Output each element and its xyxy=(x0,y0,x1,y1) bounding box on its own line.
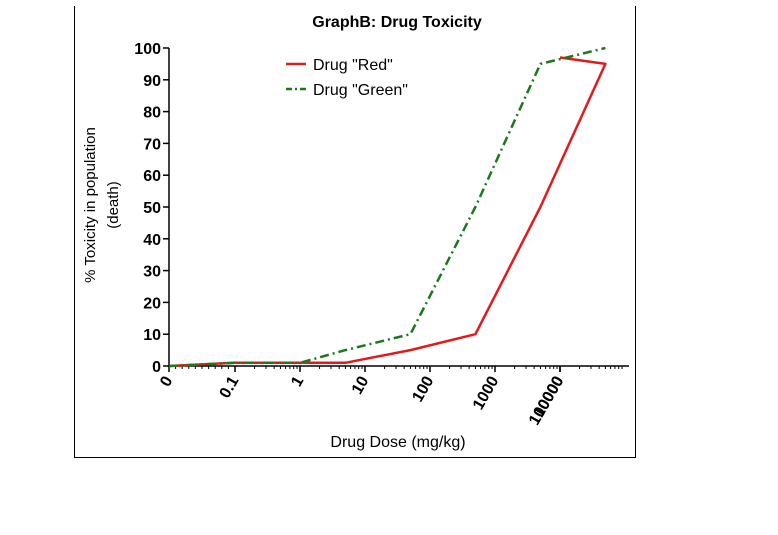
x-tick-label: 0.1 xyxy=(217,373,243,401)
x-tick-label: 1 xyxy=(288,373,307,389)
x-tick-label: 0 xyxy=(157,373,176,389)
y-tick-label: 50 xyxy=(143,200,161,217)
y-axis-label-line2: (death) xyxy=(105,181,122,229)
legend: Drug "Red" Drug "Green" xyxy=(286,57,408,99)
y-tick-label: 60 xyxy=(143,168,161,185)
chart-title: GraphB: Drug Toxicity xyxy=(312,14,482,31)
series-line-green xyxy=(168,46,606,368)
x-axis-label: Drug Dose (mg/kg) xyxy=(330,434,465,451)
x-tick-label: 10 xyxy=(349,373,373,397)
x-tick-label: 100 xyxy=(409,373,437,405)
y-tick-label: 80 xyxy=(143,105,161,122)
y-tick-label: 20 xyxy=(143,295,161,312)
x-tick-label: 100000 xyxy=(526,373,567,428)
y-axis-label: % Toxicity in population (death) xyxy=(82,127,122,283)
legend-label-red: Drug "Red" xyxy=(313,57,393,74)
y-tick-label: 0 xyxy=(152,359,161,376)
y-tick-label: 10 xyxy=(143,327,161,344)
y-tick-label: 70 xyxy=(143,136,161,153)
series-layer xyxy=(168,46,607,368)
chart-frame xyxy=(74,6,636,458)
y-tick-label: 90 xyxy=(143,73,161,90)
legend-label-green: Drug "Green" xyxy=(313,82,408,99)
y-tick-label: 30 xyxy=(143,264,161,281)
series-line-red xyxy=(168,56,607,368)
y-axis-label-line1: % Toxicity in population xyxy=(82,127,99,283)
x-tick-label: 1000 xyxy=(470,373,503,412)
y-tick-label: 40 xyxy=(143,232,161,249)
y-tick-label: 100 xyxy=(134,41,161,58)
